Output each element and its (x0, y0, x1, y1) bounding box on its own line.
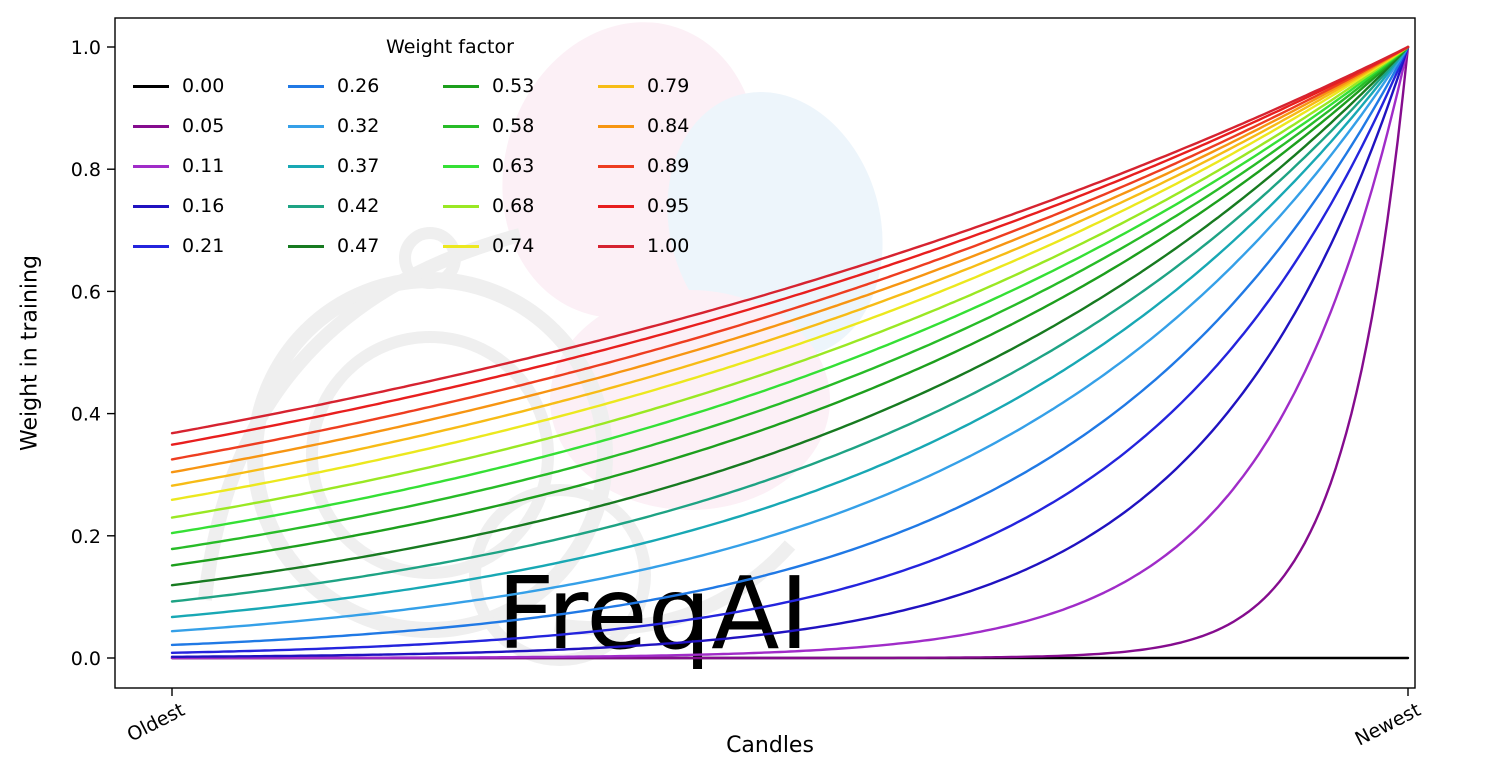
curve-factor-0.95 (170, 45, 1410, 446)
watermark-logo-wing (198, 228, 522, 601)
y-tick-label: 1.0 (71, 37, 101, 59)
legend-swatch (133, 84, 169, 88)
y-axis-label: Weight in training (17, 255, 43, 451)
curve-factor-0.89 (170, 45, 1410, 461)
legend-item: 0.42 (288, 194, 381, 218)
legend-label: 0.95 (647, 195, 690, 217)
legend-label: 0.89 (647, 155, 690, 177)
legend-swatch (598, 164, 634, 168)
legend-label: 0.53 (492, 75, 535, 97)
legend-label: 0.11 (182, 155, 225, 177)
legend-swatch (133, 164, 169, 168)
y-tick-label: 0.0 (71, 648, 101, 670)
legend-swatch (598, 84, 634, 88)
legend-swatch (288, 124, 324, 128)
legend-label: 0.26 (337, 75, 380, 97)
y-tick-label: 0.2 (71, 526, 101, 548)
legend-label: 0.05 (182, 115, 225, 137)
x-axis-label: Candles (726, 733, 814, 758)
legend-item: 0.74 (443, 234, 536, 258)
curve-factor-0.68 (170, 45, 1410, 519)
legend-swatch (598, 124, 634, 128)
watermark-leaf-blue (667, 92, 883, 358)
legend-swatch (598, 204, 634, 208)
legend-label: 0.42 (337, 195, 380, 217)
legend-item: 0.05 (133, 114, 226, 138)
x-tick-label: Oldest (124, 699, 189, 746)
legend-grid: 0.00 0.05 0.11 0.16 0.21 0.26 0.32 0.37 0.42 0.47… (133, 74, 691, 258)
y-tick-label: 0.8 (71, 159, 101, 181)
legend-label: 0.47 (337, 235, 380, 257)
curve-factor-0.58 (170, 45, 1410, 551)
legend-item: 0.47 (288, 234, 381, 258)
curve-factor-0.74 (170, 45, 1410, 501)
legend-label: 0.16 (182, 195, 225, 217)
legend-label: 0.32 (337, 115, 380, 137)
legend-item: 0.21 (133, 234, 226, 258)
legend-swatch (443, 124, 479, 128)
curve-factor-0.79 (170, 45, 1410, 487)
legend-swatch (443, 84, 479, 88)
legend-swatch (288, 164, 324, 168)
legend-item: 0.53 (443, 74, 536, 98)
legend-item: 1.00 (598, 234, 691, 258)
curve-factor-0.63 (170, 45, 1410, 535)
curve-factor-0.16 (170, 45, 1410, 658)
legend-item: 0.95 (598, 194, 691, 218)
y-tick-label: 0.6 (71, 281, 101, 303)
legend-item: 0.79 (598, 74, 691, 98)
legend-label: 0.37 (337, 155, 380, 177)
curve-factor-0.84 (170, 45, 1410, 474)
curve-factor-0.47 (170, 45, 1410, 587)
legend-swatch (443, 204, 479, 208)
legend-swatch (133, 244, 169, 248)
x-tick-label: Newest (1351, 699, 1424, 751)
legend-label: 0.63 (492, 155, 535, 177)
legend-title: Weight factor (386, 36, 514, 58)
legend-label: 0.74 (492, 235, 535, 257)
legend-item: 0.32 (288, 114, 381, 138)
legend-item: 0.84 (598, 114, 691, 138)
legend-item: 0.16 (133, 194, 226, 218)
series-lines (170, 45, 1410, 660)
legend-swatch (288, 84, 324, 88)
axes-spines (114, 17, 1416, 689)
legend-label: 0.79 (647, 75, 690, 97)
legend-item: 0.00 (133, 74, 226, 98)
legend-swatch (288, 204, 324, 208)
curve-factor-0.37 (170, 45, 1410, 619)
legend-item: 0.58 (443, 114, 536, 138)
y-tick-label: 0.4 (71, 404, 101, 426)
curve-factor-0.42 (170, 45, 1410, 603)
legend-item: 0.37 (288, 154, 381, 178)
watermark-logo-tail (554, 540, 796, 636)
legend-swatch (288, 244, 324, 248)
legend-label: 0.68 (492, 195, 535, 217)
legend-label: 1.00 (647, 235, 690, 257)
legend-item: 0.11 (133, 154, 226, 178)
legend-swatch (133, 124, 169, 128)
legend-swatch (443, 164, 479, 168)
curve-factor-0.26 (170, 45, 1410, 647)
legend-swatch (598, 244, 634, 248)
legend-label: 0.58 (492, 115, 535, 137)
legend: Weight factor 0.00 0.05 0.11 0.16 0.21 0.26 0.… (133, 36, 691, 258)
legend-item: 0.89 (598, 154, 691, 178)
legend-swatch (443, 244, 479, 248)
curve-factor-0.32 (170, 45, 1410, 633)
legend-label: 0.21 (182, 235, 225, 257)
legend-label: 0.84 (647, 115, 690, 137)
legend-item: 0.63 (443, 154, 536, 178)
legend-swatch (133, 204, 169, 208)
legend-item: 0.68 (443, 194, 536, 218)
curve-factor-0.53 (170, 45, 1410, 567)
legend-item: 0.26 (288, 74, 381, 98)
curve-factor-1.00 (170, 45, 1410, 435)
curve-factor-0.21 (170, 45, 1410, 654)
watermark-text: FreqAI (497, 555, 809, 672)
legend-label: 0.00 (182, 75, 225, 97)
curve-factor-0.11 (170, 45, 1410, 660)
